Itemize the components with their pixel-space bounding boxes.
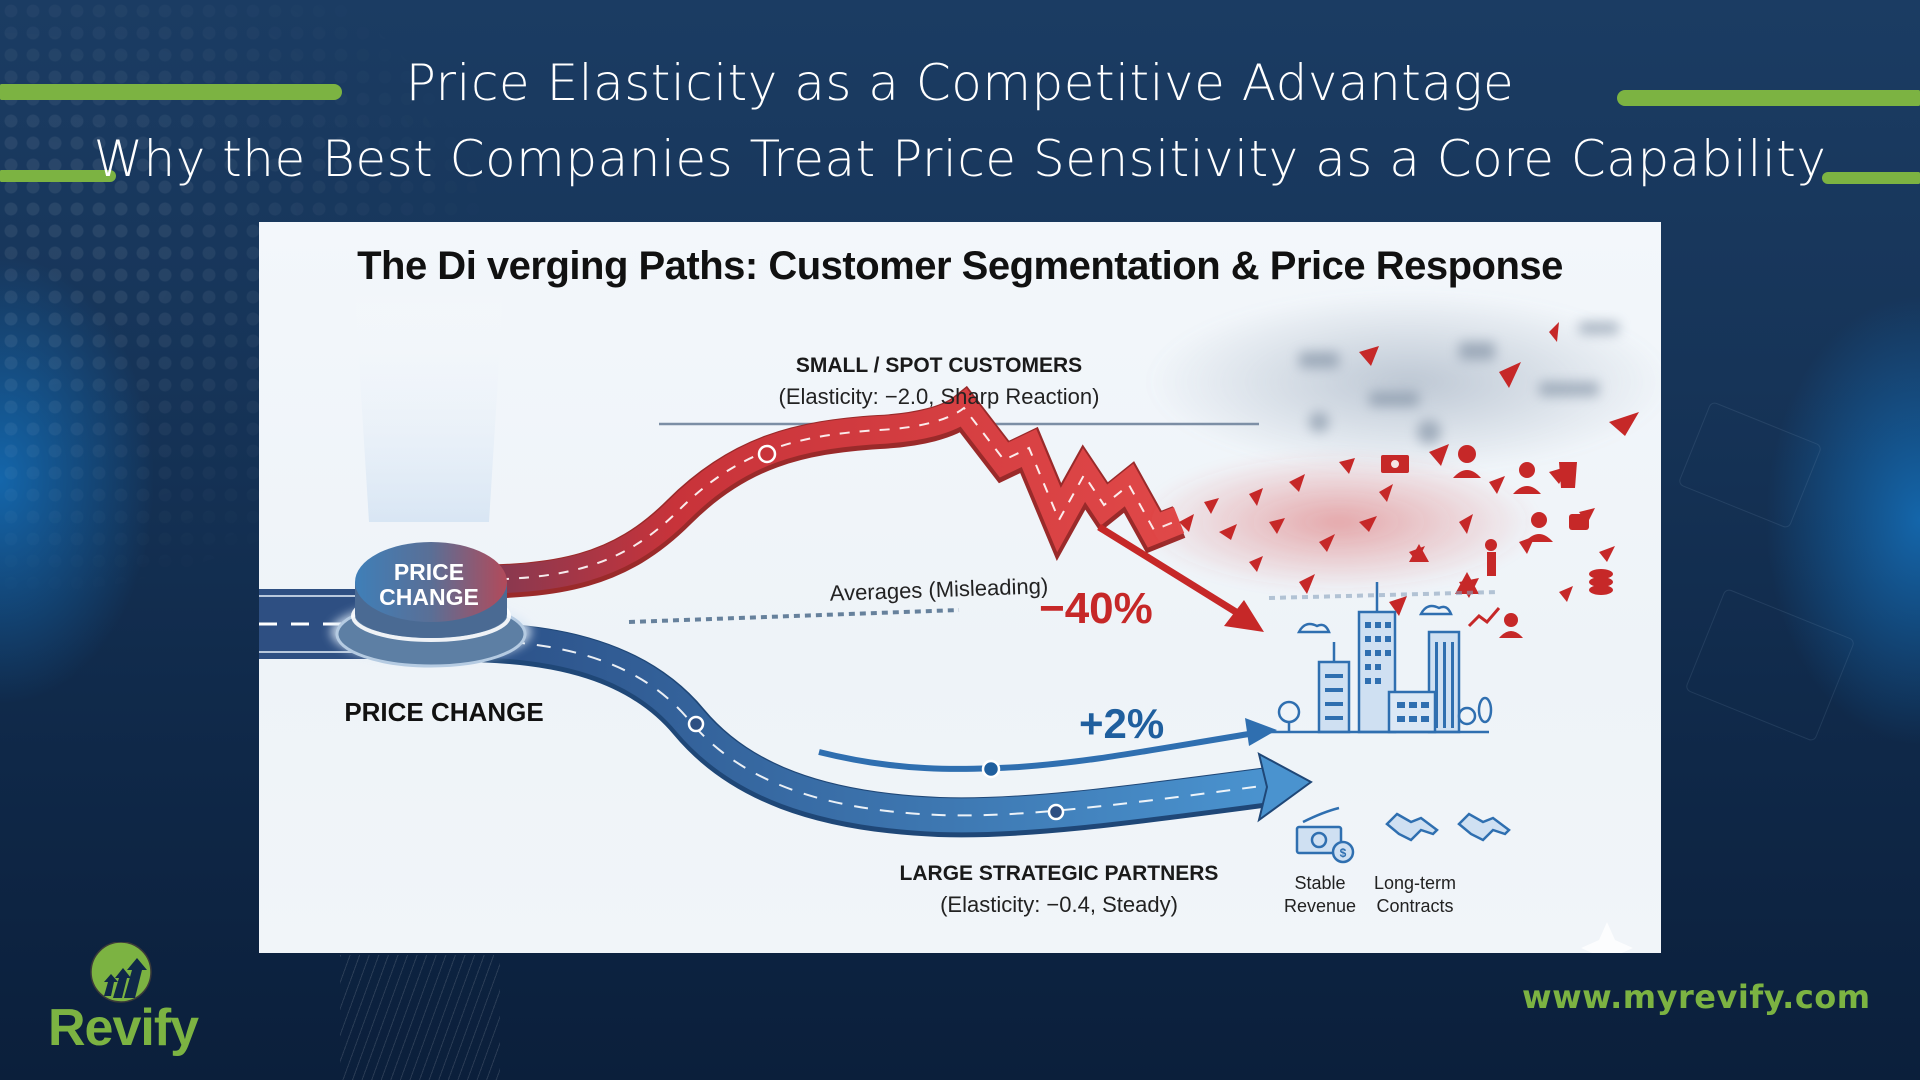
price-change-button-label: PRICE CHANGE [339,560,519,610]
page-title: Price Elasticity as a Competitive Advant… [405,54,1515,112]
brand-name: Revify [48,999,199,1057]
background-outline-shape [1684,587,1856,743]
header-accent-bar-right-bottom [1822,172,1920,184]
small-customers-title: SMALL / SPOT CUSTOMERS [795,354,1083,377]
svg-text:$: $ [1340,846,1347,860]
header-accent-bar-left-top [0,84,342,100]
benefit-label-line1: Stable [1294,873,1346,893]
price-change-button-line2: CHANGE [379,584,479,610]
large-partners-elasticity: (Elasticity: −0.4, Steady) [940,892,1178,917]
website-link[interactable]: www.myrevify.com [1522,978,1871,1016]
header-accent-bar-right-top [1617,90,1920,106]
diagram-card: $ The Di verging Paths: Customer Segment… [259,222,1661,953]
header-accent-bar-left-bottom [0,170,116,182]
churn-icons [1381,445,1613,638]
page-subtitle: Why the Best Companies Treat Price Sensi… [93,130,1827,188]
revify-logo-icon [90,942,152,1003]
background-hatch-pattern [340,955,500,1080]
diverging-paths-diagram: $ [259,282,1661,953]
benefit-stable-revenue: Stable Revenue [1275,872,1365,918]
benefit-label-line1: Long-term [1373,873,1457,893]
small-customers-elasticity: (Elasticity: −2.0, Sharp Reaction) [778,384,1100,409]
handshake-icon [1385,812,1511,842]
benefit-long-term-contracts: Long-term Contracts [1365,872,1465,918]
benefit-label-line2: Revenue [1283,896,1357,916]
benefit-label-line2: Contracts [1376,896,1454,916]
price-change-label: PRICE CHANGE [344,697,544,727]
price-change-button-line1: PRICE [393,559,465,585]
diagram-title: The Di verging Paths: Customer Segmentat… [357,244,1563,288]
city-icon [1269,582,1493,734]
averages-line [628,608,960,624]
small-customers-outcome: −40% [1039,584,1153,633]
background-outline-shape [1677,400,1823,530]
large-partners-title: LARGE STRATEGIC PARTNERS [899,862,1219,885]
large-partners-outcome: +2% [1079,700,1165,747]
money-icon [1295,806,1355,864]
